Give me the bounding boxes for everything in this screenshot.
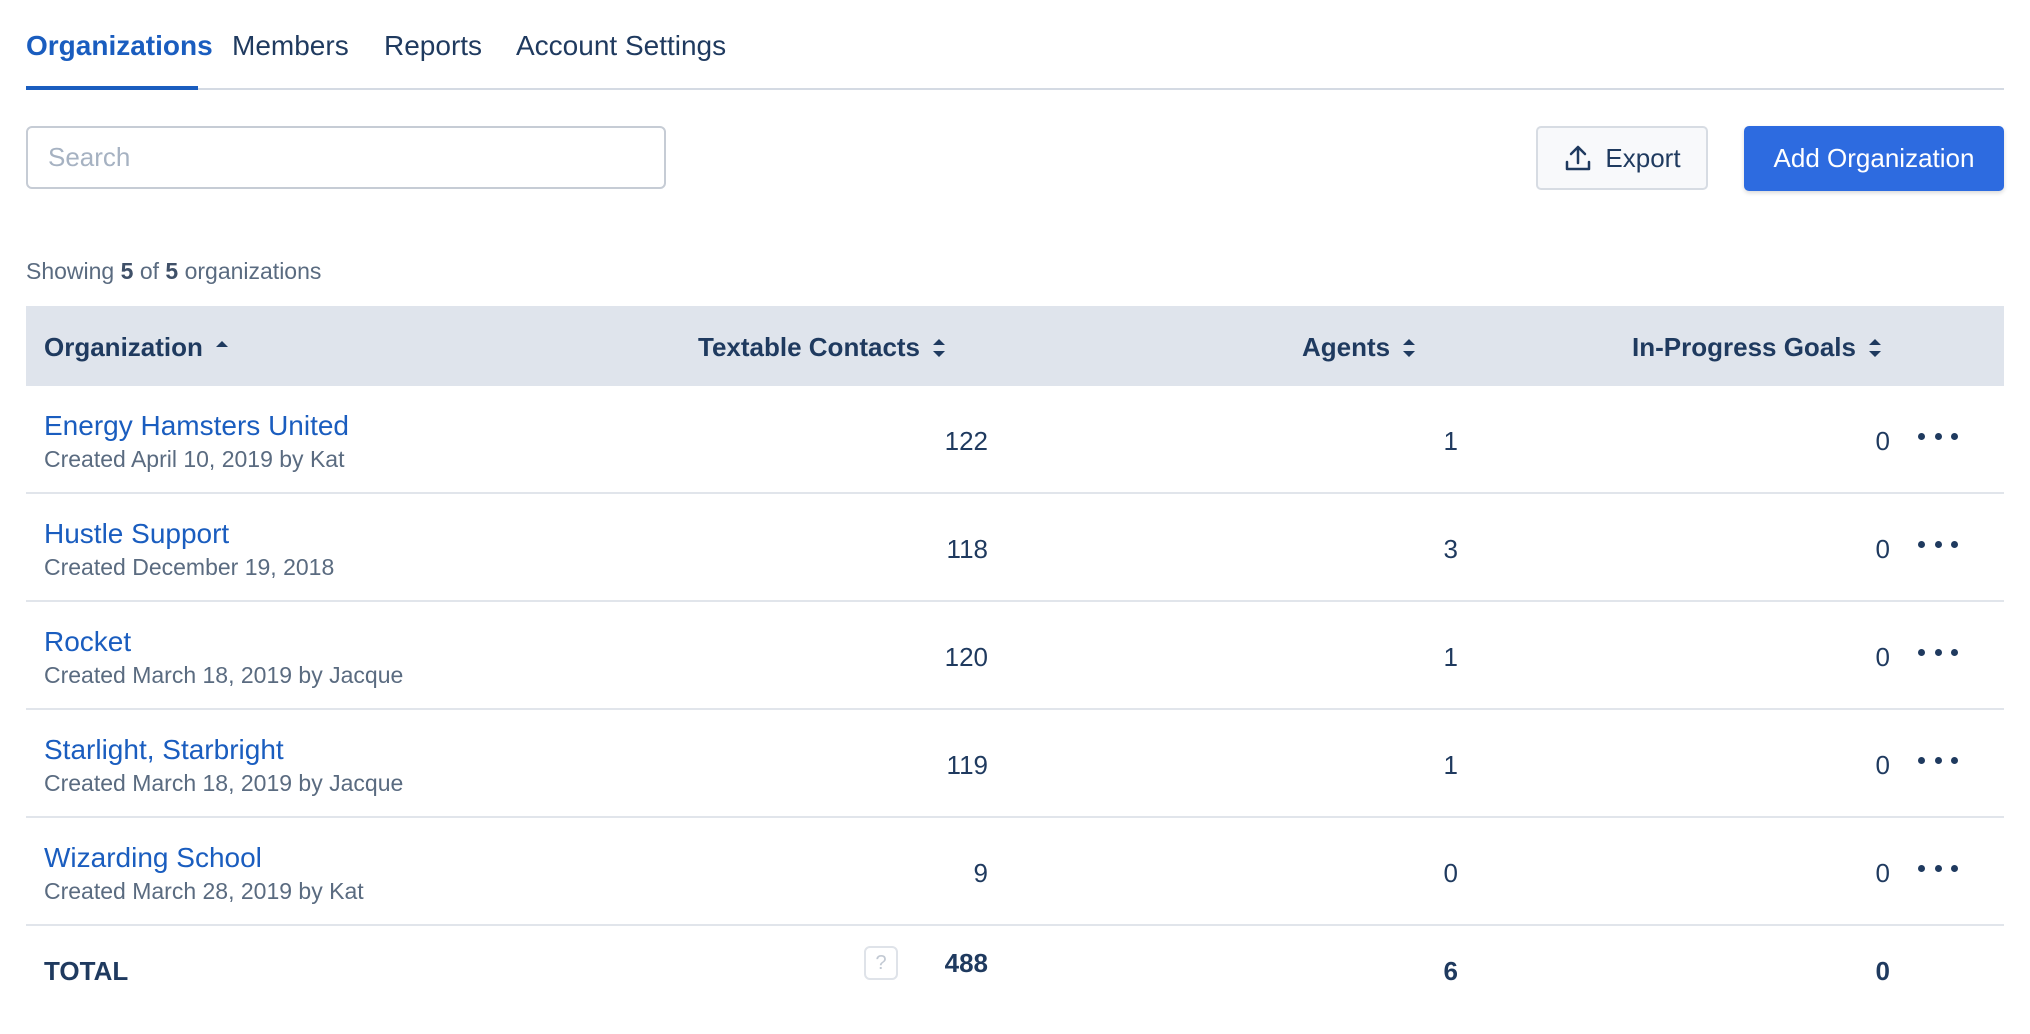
organization-link[interactable]: Rocket xyxy=(44,626,132,657)
in-progress-goals-value: 0 xyxy=(1875,858,1890,888)
tab-reports[interactable]: Reports xyxy=(384,30,483,61)
upload-icon xyxy=(1566,145,1591,171)
organization-link[interactable]: Energy Hamsters United xyxy=(44,410,350,441)
column-header-organization[interactable]: Organization xyxy=(44,332,229,363)
more-options-icon[interactable] xyxy=(1918,640,1958,664)
sort-icon xyxy=(933,338,946,357)
organization-link[interactable]: Wizarding School xyxy=(44,842,262,873)
organization-created-info: Created April 10, 2019 by Kat xyxy=(44,446,345,472)
agents-value: 1 xyxy=(1443,642,1458,672)
table-row: Hustle Support Created December 19, 2018… xyxy=(26,494,2004,602)
agents-value: 3 xyxy=(1443,534,1458,564)
table-row: Wizarding School Created March 28, 2019 … xyxy=(26,818,2004,926)
column-header-textable-contacts[interactable]: Textable Contacts xyxy=(698,332,946,363)
column-header-in-progress-goals[interactable]: In-Progress Goals xyxy=(1632,332,1882,363)
textable-contacts-value: 120 xyxy=(944,642,988,672)
organization-created-info: Created March 18, 2019 by Jacque xyxy=(44,770,404,796)
add-organization-button[interactable]: Add Organization xyxy=(1744,126,2004,191)
search-input[interactable] xyxy=(26,126,666,189)
more-options-icon[interactable] xyxy=(1918,532,1958,556)
agents-value: 0 xyxy=(1443,858,1458,888)
textable-contacts-value: 118 xyxy=(946,534,988,564)
export-label: Export xyxy=(1605,142,1681,173)
export-button[interactable]: Export xyxy=(1536,126,1708,190)
in-progress-goals-value: 0 xyxy=(1875,642,1890,672)
organization-created-info: Created March 18, 2019 by Jacque xyxy=(44,662,404,688)
in-progress-goals-value: 0 xyxy=(1875,750,1890,780)
in-progress-goals-value: 0 xyxy=(1875,534,1890,564)
textable-contacts-value: 119 xyxy=(946,750,988,780)
totals-row: TOTAL ? 488 6 0 xyxy=(26,926,2004,1006)
results-count: Showing 5 of 5 organizations xyxy=(26,258,322,284)
tab-organizations[interactable]: Organizations xyxy=(26,30,213,61)
sort-ascending-icon xyxy=(215,340,228,347)
help-icon[interactable]: ? xyxy=(864,946,898,980)
textable-contacts-value: 122 xyxy=(944,426,988,456)
table-row: Rocket Created March 18, 2019 by Jacque … xyxy=(26,602,2004,710)
agents-value: 1 xyxy=(1443,750,1458,780)
in-progress-goals-value: 0 xyxy=(1875,426,1890,456)
table-row: Starlight, Starbright Created March 18, … xyxy=(26,710,2004,818)
sort-icon xyxy=(1403,338,1416,357)
tab-account-settings[interactable]: Account Settings xyxy=(516,30,727,61)
agents-value: 1 xyxy=(1443,426,1458,456)
tab-members[interactable]: Members xyxy=(232,30,349,61)
total-agents: 6 xyxy=(1443,956,1458,986)
tab-bar: Organizations Members Reports Account Se… xyxy=(26,0,2004,90)
sort-icon xyxy=(1868,338,1881,357)
textable-contacts-value: 9 xyxy=(973,858,988,888)
organization-link[interactable]: Starlight, Starbright xyxy=(44,734,284,765)
table-header: Organization Textable Contacts Agents In… xyxy=(26,306,2004,386)
column-header-agents[interactable]: Agents xyxy=(1302,332,1416,363)
organization-created-info: Created March 28, 2019 by Kat xyxy=(44,878,364,904)
total-in-progress-goals: 0 xyxy=(1875,956,1890,986)
total-label: TOTAL xyxy=(44,956,129,986)
organization-created-info: Created December 19, 2018 xyxy=(44,554,335,580)
more-options-icon[interactable] xyxy=(1918,748,1958,772)
table-row: Energy Hamsters United Created April 10,… xyxy=(26,386,2004,494)
more-options-icon[interactable] xyxy=(1918,424,1958,448)
total-textable-contacts: 488 xyxy=(944,948,988,978)
active-tab-indicator xyxy=(26,86,198,90)
more-options-icon[interactable] xyxy=(1918,856,1958,880)
organization-link[interactable]: Hustle Support xyxy=(44,518,230,549)
